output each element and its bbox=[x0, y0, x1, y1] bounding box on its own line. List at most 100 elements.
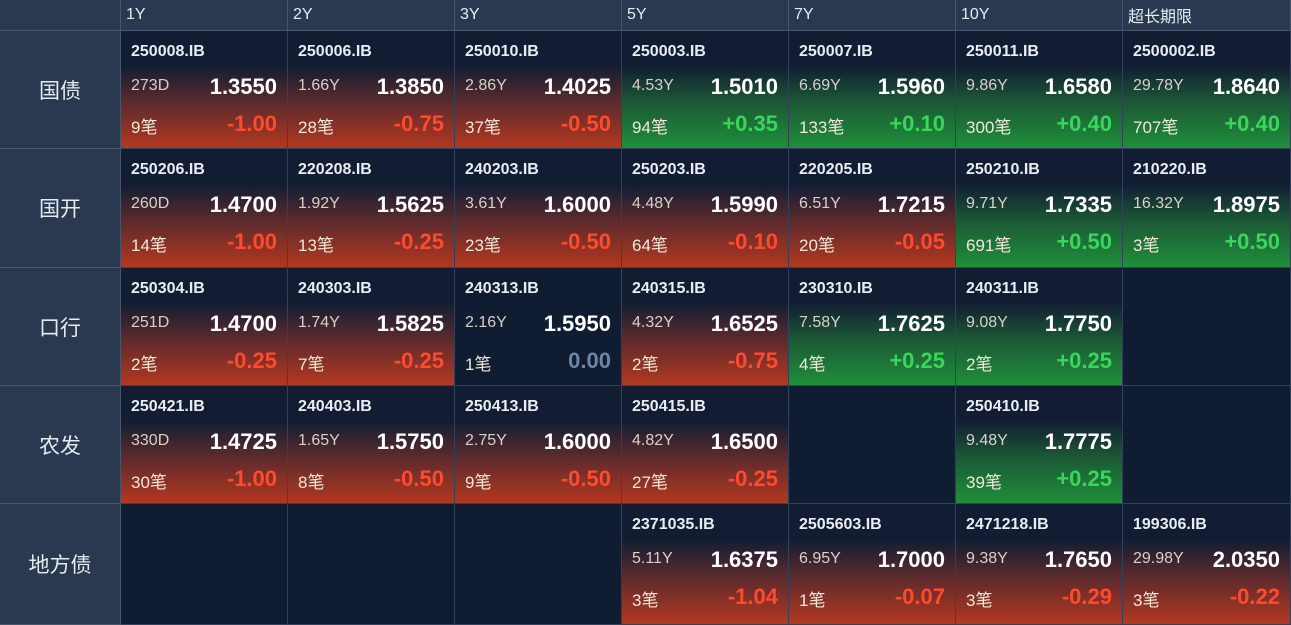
row-label-农发[interactable]: 农发 bbox=[0, 386, 121, 504]
term-to-maturity: 6.95Y bbox=[799, 550, 841, 567]
trade-count: 2笔 bbox=[131, 355, 158, 374]
yield-value: 1.7215 bbox=[877, 192, 945, 217]
bond-code: 250206.IB bbox=[131, 161, 205, 178]
bond-code: 240203.IB bbox=[465, 161, 539, 178]
trade-count: 2笔 bbox=[966, 355, 993, 374]
quote-cell[interactable]: 240403.IB 1.65Y 1.5750 8笔 -0.50 bbox=[288, 386, 455, 504]
yield-value: 1.3550 bbox=[209, 74, 277, 99]
bond-code: 220205.IB bbox=[799, 161, 873, 178]
trade-count: 3笔 bbox=[632, 591, 659, 610]
trade-count: 14笔 bbox=[131, 236, 167, 255]
quote-cell[interactable]: 2371035.IB 5.11Y 1.6375 3笔 -1.04 bbox=[622, 504, 789, 625]
yield-change: -0.75 bbox=[393, 111, 444, 136]
trade-count: 1笔 bbox=[465, 355, 492, 374]
yield-value: 1.6500 bbox=[710, 429, 778, 454]
yield-value: 1.7775 bbox=[1044, 429, 1112, 454]
quote-cell[interactable]: 250210.IB 9.71Y 1.7335 691笔 +0.50 bbox=[956, 149, 1123, 268]
trade-count: 94笔 bbox=[632, 118, 668, 137]
row-label-地方债[interactable]: 地方债 bbox=[0, 504, 121, 625]
quote-cell[interactable]: 250003.IB 4.53Y 1.5010 94笔 +0.35 bbox=[622, 31, 789, 149]
yield-change: +0.25 bbox=[1056, 348, 1112, 373]
quote-cell[interactable]: 250006.IB 1.66Y 1.3850 28笔 -0.75 bbox=[288, 31, 455, 149]
quote-cell[interactable]: 240311.IB 9.08Y 1.7750 2笔 +0.25 bbox=[956, 268, 1123, 386]
trade-count: 3笔 bbox=[966, 591, 993, 610]
quote-cell[interactable]: 240313.IB 2.16Y 1.5950 1笔 0.00 bbox=[455, 268, 622, 386]
term-to-maturity: 9.86Y bbox=[966, 77, 1008, 94]
quote-cell[interactable]: 250010.IB 2.86Y 1.4025 37笔 -0.50 bbox=[455, 31, 622, 149]
trade-count: 4笔 bbox=[799, 355, 826, 374]
column-header-7Y[interactable]: 7Y bbox=[789, 0, 956, 31]
term-to-maturity: 9.38Y bbox=[966, 550, 1008, 567]
quote-cell[interactable]: 250304.IB 251D 1.4700 2笔 -0.25 bbox=[121, 268, 288, 386]
yield-value: 1.8640 bbox=[1212, 74, 1280, 99]
yield-value: 1.5950 bbox=[543, 311, 611, 336]
term-to-maturity: 3.61Y bbox=[465, 195, 507, 212]
column-header-1Y[interactable]: 1Y bbox=[121, 0, 288, 31]
term-to-maturity: 9.48Y bbox=[966, 432, 1008, 449]
term-to-maturity: 29.98Y bbox=[1133, 550, 1184, 567]
column-header-5Y[interactable]: 5Y bbox=[622, 0, 789, 31]
quote-cell[interactable]: 199306.IB 29.98Y 2.0350 3笔 -0.22 bbox=[1123, 504, 1291, 625]
quote-cell[interactable]: 250206.IB 260D 1.4700 14笔 -1.00 bbox=[121, 149, 288, 268]
quote-cell[interactable]: 240203.IB 3.61Y 1.6000 23笔 -0.50 bbox=[455, 149, 622, 268]
bond-code: 250304.IB bbox=[131, 280, 205, 297]
column-header-3Y[interactable]: 3Y bbox=[455, 0, 622, 31]
yield-value: 1.5960 bbox=[877, 74, 945, 99]
quote-cell[interactable]: 2505603.IB 6.95Y 1.7000 1笔 -0.07 bbox=[789, 504, 956, 625]
column-header-10Y[interactable]: 10Y bbox=[956, 0, 1123, 31]
yield-change: -0.25 bbox=[226, 348, 277, 373]
term-to-maturity: 6.69Y bbox=[799, 77, 841, 94]
quote-cell[interactable]: 250410.IB 9.48Y 1.7775 39笔 +0.25 bbox=[956, 386, 1123, 504]
header-corner bbox=[0, 0, 121, 31]
term-to-maturity: 29.78Y bbox=[1133, 77, 1184, 94]
quote-cell[interactable]: 250413.IB 2.75Y 1.6000 9笔 -0.50 bbox=[455, 386, 622, 504]
yield-change: +0.40 bbox=[1224, 111, 1280, 136]
yield-change: +0.10 bbox=[889, 111, 945, 136]
quote-cell[interactable]: 250008.IB 273D 1.3550 9笔 -1.00 bbox=[121, 31, 288, 149]
yield-change: +0.35 bbox=[722, 111, 778, 136]
quote-cell[interactable]: 220208.IB 1.92Y 1.5625 13笔 -0.25 bbox=[288, 149, 455, 268]
row-label-国债[interactable]: 国债 bbox=[0, 31, 121, 149]
yield-change: -1.00 bbox=[226, 111, 277, 136]
term-to-maturity: 16.32Y bbox=[1133, 195, 1184, 212]
quote-cell[interactable]: 230310.IB 7.58Y 1.7625 4笔 +0.25 bbox=[789, 268, 956, 386]
term-to-maturity: 2.86Y bbox=[465, 77, 507, 94]
quote-cell[interactable]: 2471218.IB 9.38Y 1.7650 3笔 -0.29 bbox=[956, 504, 1123, 625]
bond-code: 250415.IB bbox=[632, 398, 706, 415]
quote-cell[interactable]: 250007.IB 6.69Y 1.5960 133笔 +0.10 bbox=[789, 31, 956, 149]
term-to-maturity: 4.82Y bbox=[632, 432, 674, 449]
quote-cell[interactable]: 250203.IB 4.48Y 1.5990 64笔 -0.10 bbox=[622, 149, 789, 268]
quote-cell[interactable]: 220205.IB 6.51Y 1.7215 20笔 -0.05 bbox=[789, 149, 956, 268]
trade-count: 133笔 bbox=[799, 118, 845, 137]
yield-value: 1.5625 bbox=[376, 192, 444, 217]
quote-cell[interactable]: 250011.IB 9.86Y 1.6580 300笔 +0.40 bbox=[956, 31, 1123, 149]
trade-count: 3笔 bbox=[1133, 236, 1160, 255]
term-to-maturity: 7.58Y bbox=[799, 314, 841, 331]
empty-cell bbox=[455, 504, 622, 625]
row-label-口行[interactable]: 口行 bbox=[0, 268, 121, 386]
column-header-超长期限[interactable]: 超长期限 bbox=[1123, 0, 1291, 31]
yield-change: -0.25 bbox=[393, 348, 444, 373]
bond-code: 2500002.IB bbox=[1133, 43, 1216, 60]
quote-cell[interactable]: 210220.IB 16.32Y 1.8975 3笔 +0.50 bbox=[1123, 149, 1291, 268]
trade-count: 9笔 bbox=[465, 473, 492, 492]
bond-code: 250410.IB bbox=[966, 398, 1040, 415]
row-label-国开[interactable]: 国开 bbox=[0, 149, 121, 268]
trade-count: 691笔 bbox=[966, 236, 1012, 255]
term-to-maturity: 9.71Y bbox=[966, 195, 1008, 212]
yield-value: 1.5010 bbox=[710, 74, 778, 99]
bond-code: 250011.IB bbox=[966, 43, 1039, 60]
quote-cell[interactable]: 240303.IB 1.74Y 1.5825 7笔 -0.25 bbox=[288, 268, 455, 386]
quote-cell[interactable]: 250415.IB 4.82Y 1.6500 27笔 -0.25 bbox=[622, 386, 789, 504]
bond-code: 2471218.IB bbox=[966, 516, 1049, 533]
quote-cell[interactable]: 250421.IB 330D 1.4725 30笔 -1.00 bbox=[121, 386, 288, 504]
term-to-maturity: 9.08Y bbox=[966, 314, 1008, 331]
yield-value: 2.0350 bbox=[1212, 547, 1280, 572]
quote-cell[interactable]: 240315.IB 4.32Y 1.6525 2笔 -0.75 bbox=[622, 268, 789, 386]
yield-change: -0.75 bbox=[727, 348, 778, 373]
yield-change: -0.29 bbox=[1061, 584, 1112, 609]
trade-count: 8笔 bbox=[298, 473, 325, 492]
column-header-2Y[interactable]: 2Y bbox=[288, 0, 455, 31]
quote-cell[interactable]: 2500002.IB 29.78Y 1.8640 707笔 +0.40 bbox=[1123, 31, 1291, 149]
